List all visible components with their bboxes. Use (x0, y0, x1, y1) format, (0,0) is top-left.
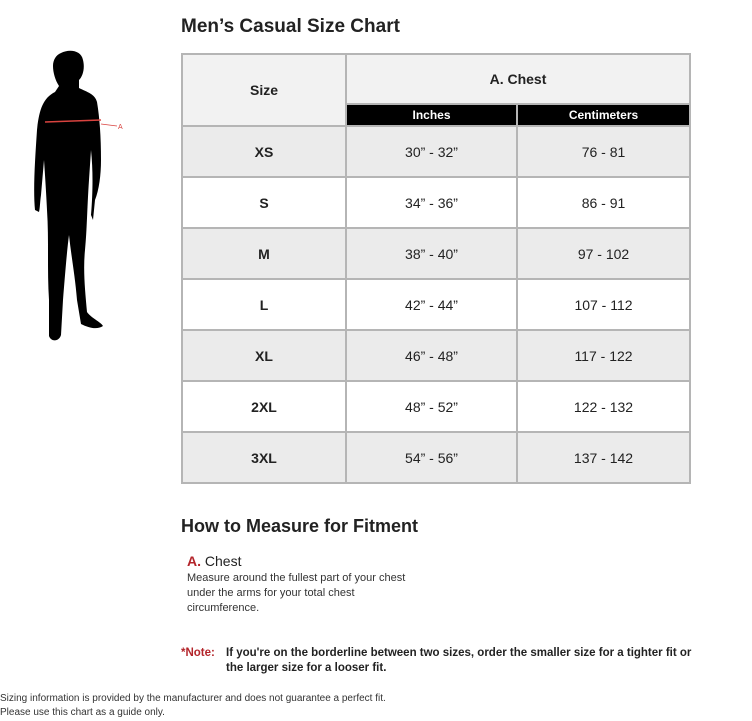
inches-cell: 54” - 56” (345, 431, 518, 484)
measure-label: A. Chest (187, 553, 241, 569)
footer-line: Sizing information is provided by the ma… (0, 693, 386, 704)
note-key: *Note: (181, 647, 215, 659)
measure-letter: A. (187, 553, 201, 569)
centimeters-cell: 117 - 122 (516, 329, 691, 382)
measure-description: Measure around the fullest part of your … (187, 572, 406, 614)
measure-heading: How to Measure for Fitment (181, 516, 419, 536)
size-chart-table: Size A. Chest Inches Centimeters XS 30” -… (181, 53, 691, 484)
centimeters-cell: 122 - 132 (516, 380, 691, 433)
measure-marker-a: A (118, 124, 123, 131)
centimeters-column-header: Centimeters (516, 103, 691, 127)
body-silhouette-figure: A (34, 50, 123, 341)
table-row: XL 46” - 48” 117 - 122 (181, 329, 691, 382)
table-row: 2XL 48” - 52” 122 - 132 (181, 380, 691, 433)
size-cell: 2XL (181, 380, 347, 433)
table-row: L 42” - 44” 107 - 112 (181, 278, 691, 331)
centimeters-cell: 107 - 112 (516, 278, 691, 331)
size-cell: M (181, 227, 347, 280)
note-text: If you're on the borderline between two … (226, 647, 692, 674)
inches-column-header: Inches (345, 103, 518, 127)
size-cell: L (181, 278, 347, 331)
table-row: S 34” - 36” 86 - 91 (181, 176, 691, 229)
size-cell: XS (181, 125, 347, 178)
centimeters-cell: 137 - 142 (516, 431, 691, 484)
size-cell: XL (181, 329, 347, 382)
footer-disclaimer: Sizing information is provided by the ma… (0, 692, 386, 720)
table-row: M 38” - 40” 97 - 102 (181, 227, 691, 280)
page-title: Men’s Casual Size Chart (181, 16, 400, 37)
sizing-note: *Note: If you're on the borderline betwe… (181, 646, 696, 676)
footer-line: Please use this chart as a guide only. (0, 707, 165, 718)
inches-cell: 38” - 40” (345, 227, 518, 280)
chest-group-header: A. Chest (345, 53, 691, 105)
inches-cell: 48” - 52” (345, 380, 518, 433)
table-row: XS 30” - 32” 76 - 81 (181, 125, 691, 178)
centimeters-cell: 76 - 81 (516, 125, 691, 178)
size-column-header: Size (181, 53, 347, 127)
table-row: 3XL 54” - 56” 137 - 142 (181, 431, 691, 484)
size-cell: S (181, 176, 347, 229)
centimeters-cell: 86 - 91 (516, 176, 691, 229)
inches-cell: 34” - 36” (345, 176, 518, 229)
inches-cell: 30” - 32” (345, 125, 518, 178)
centimeters-cell: 97 - 102 (516, 227, 691, 280)
measure-label-text: Chest (204, 553, 242, 569)
inches-cell: 46” - 48” (345, 329, 518, 382)
inches-cell: 42” - 44” (345, 278, 518, 331)
size-cell: 3XL (181, 431, 347, 484)
